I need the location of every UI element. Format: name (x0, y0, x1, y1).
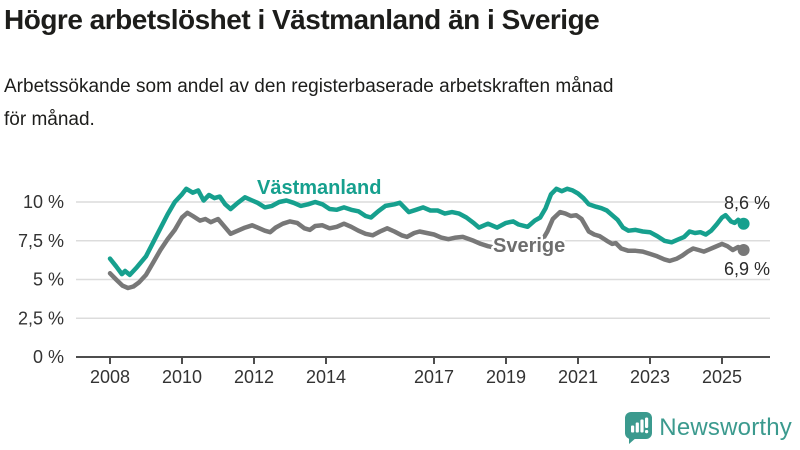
y-tick-label: 0 % (33, 347, 64, 367)
vastmanland-line (107, 186, 746, 278)
x-tick-label: 2014 (306, 367, 346, 387)
x-tick-label: 2010 (162, 367, 202, 387)
x-tick-label: 2021 (558, 367, 598, 387)
y-tick-label: 7,5 % (18, 231, 64, 251)
newsworthy-bubble-chart-icon (625, 412, 653, 444)
x-tick-label: 2023 (630, 367, 670, 387)
chart-title: Högre arbetslöshet i Västmanland än i Sv… (4, 4, 600, 35)
x-tick-label: 2012 (234, 367, 274, 387)
x-tick-label: 2017 (414, 367, 454, 387)
chart-subtitle-line-1: Arbetssökande som andel av den registerb… (4, 76, 614, 97)
sverige-series-label: Sverige (493, 235, 565, 257)
chart-subtitle: Arbetssökande som andel av den registerb… (4, 70, 764, 136)
vastmanland-series-label: Västmanland (257, 177, 381, 199)
y-tick-label: 5 % (33, 270, 64, 290)
vastmanland-end-dot (737, 217, 750, 230)
x-tick-label: 2025 (702, 367, 742, 387)
newsworthy-logo[interactable]: Newsworthy (625, 412, 792, 444)
x-tick-label: 2008 (90, 367, 130, 387)
sverige-line (107, 209, 746, 291)
y-tick-label: 10 % (23, 192, 64, 212)
chart-subtitle-line-2: för månad. (4, 109, 95, 130)
y-tick-label: 2,5 % (18, 308, 64, 328)
sverige-end-value-label: 6,9 % (724, 259, 770, 279)
sverige-end-dot (737, 244, 750, 257)
x-tick-label: 2019 (486, 367, 526, 387)
vastmanland-end-value-label: 8,6 % (724, 193, 770, 213)
newsworthy-wordmark: Newsworthy (659, 414, 792, 441)
chart-svg: 0 % 2,5 % 5 % 7,5 % 10 % 2008 2010 2012 2014 2017… (18, 175, 770, 387)
